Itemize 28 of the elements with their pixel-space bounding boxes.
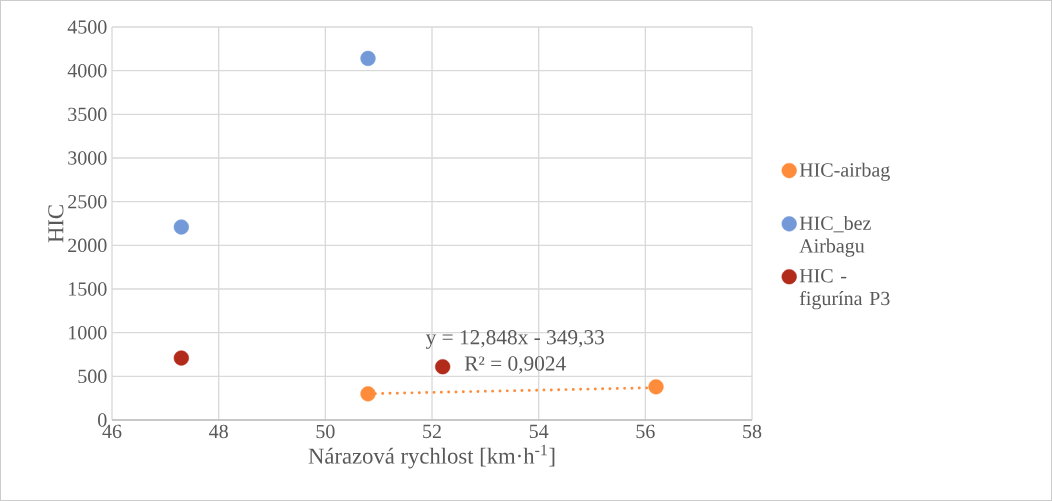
- annotation: R² = 0,9024: [464, 356, 566, 374]
- point: [173, 219, 189, 235]
- x-tick-label: 56: [636, 424, 655, 439]
- point: [648, 379, 664, 395]
- x-axis-title: Nárazová rychlost [km·h$^{-1}$]: [308, 444, 555, 469]
- point: [435, 359, 451, 375]
- y-tick-label: 2500: [68, 194, 107, 209]
- y-tick-label: 500: [78, 369, 107, 384]
- y-tick-label: 4500: [67, 20, 107, 34]
- point: [360, 386, 376, 402]
- y-tick-label: 3000: [68, 151, 107, 165]
- x-tick-label: 52: [423, 424, 441, 439]
- annotation: y = 12,848x - 349,33: [425, 330, 604, 349]
- y-tick-label: 1000: [69, 325, 107, 340]
- y-tick-label: 3500: [68, 107, 107, 122]
- y-axis-title: HIC: [48, 205, 64, 243]
- point: [360, 50, 376, 67]
- x-tick-label: 50: [316, 424, 335, 439]
- y-tick-label: 2000: [68, 238, 107, 253]
- x-tick-label: 48: [209, 424, 228, 439]
- y-tick-label: 1500: [69, 282, 107, 296]
- x-tick-label: 54: [529, 424, 549, 439]
- legend-label: HIC_bez Airbagu: [799, 215, 871, 257]
- legend-label: HIC-airbag: [799, 162, 890, 181]
- point: [173, 350, 189, 366]
- y-tick-label: 4000: [67, 63, 107, 78]
- x-tick-label: 58: [743, 424, 762, 439]
- legend-label: HIC - figurína P3: [799, 269, 890, 310]
